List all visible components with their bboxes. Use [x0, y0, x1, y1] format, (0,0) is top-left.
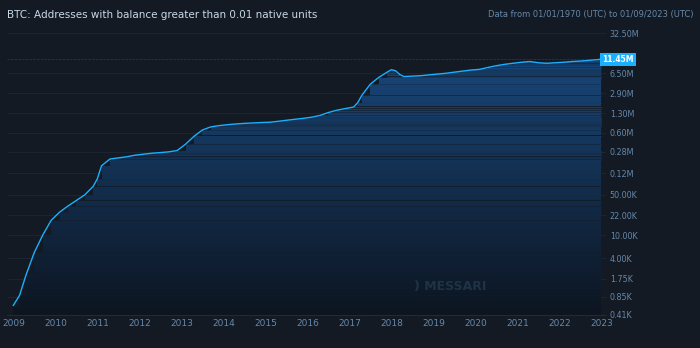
Text: BTC: Addresses with balance greater than 0.01 native units: BTC: Addresses with balance greater than… [7, 10, 317, 21]
Text: Data from 01/01/1970 (UTC) to 01/09/2023 (UTC): Data from 01/01/1970 (UTC) to 01/09/2023… [487, 10, 693, 19]
Text: ) MESSARI: ) MESSARI [414, 280, 486, 293]
Text: 11.45M: 11.45M [602, 55, 634, 64]
